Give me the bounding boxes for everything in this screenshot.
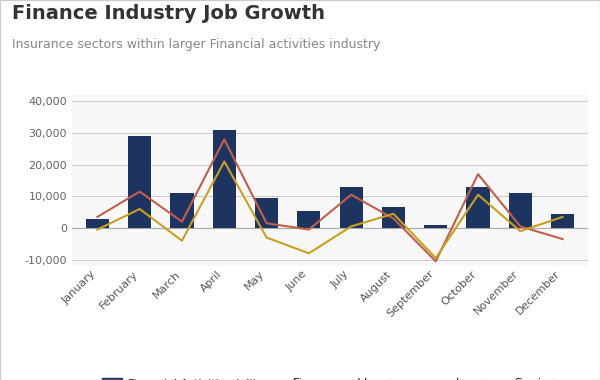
Bar bbox=[382, 207, 405, 228]
Bar bbox=[551, 214, 574, 228]
Bar bbox=[170, 193, 194, 228]
Text: Insurance sectors within larger Financial activities industry: Insurance sectors within larger Financia… bbox=[12, 38, 380, 51]
Bar bbox=[297, 211, 320, 228]
Bar bbox=[86, 218, 109, 228]
Bar bbox=[509, 193, 532, 228]
Bar bbox=[340, 187, 363, 228]
Text: Finance Industry Job Growth: Finance Industry Job Growth bbox=[12, 4, 325, 23]
Bar bbox=[424, 225, 448, 228]
Legend: Financial Activities (all), Finance and Insurance, Insurance Carriers: Financial Activities (all), Finance and … bbox=[102, 378, 558, 380]
Bar bbox=[128, 136, 151, 228]
Bar bbox=[466, 187, 490, 228]
Bar bbox=[212, 130, 236, 228]
Bar bbox=[255, 198, 278, 228]
